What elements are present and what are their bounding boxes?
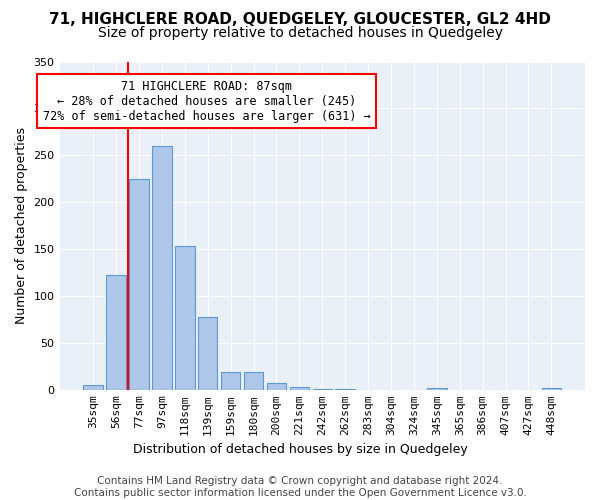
Text: 71, HIGHCLERE ROAD, QUEDGELEY, GLOUCESTER, GL2 4HD: 71, HIGHCLERE ROAD, QUEDGELEY, GLOUCESTE… <box>49 12 551 26</box>
Bar <box>221 372 241 390</box>
Bar <box>290 387 309 390</box>
Text: Size of property relative to detached houses in Quedgeley: Size of property relative to detached ho… <box>97 26 503 40</box>
Bar <box>542 388 561 390</box>
Bar <box>267 383 286 390</box>
Bar <box>427 388 446 390</box>
Text: Distribution of detached houses by size in Quedgeley: Distribution of detached houses by size … <box>133 442 467 456</box>
Bar <box>152 146 172 390</box>
Bar <box>175 246 194 390</box>
Bar <box>129 178 149 390</box>
Text: 71 HIGHCLERE ROAD: 87sqm
← 28% of detached houses are smaller (245)
72% of semi-: 71 HIGHCLERE ROAD: 87sqm ← 28% of detach… <box>43 80 371 122</box>
Bar <box>198 316 217 390</box>
Bar <box>335 388 355 390</box>
Text: Contains HM Land Registry data © Crown copyright and database right 2024.
Contai: Contains HM Land Registry data © Crown c… <box>74 476 526 498</box>
Y-axis label: Number of detached properties: Number of detached properties <box>15 127 28 324</box>
Bar <box>313 388 332 390</box>
Bar <box>106 276 126 390</box>
Bar <box>83 385 103 390</box>
Bar <box>244 372 263 390</box>
